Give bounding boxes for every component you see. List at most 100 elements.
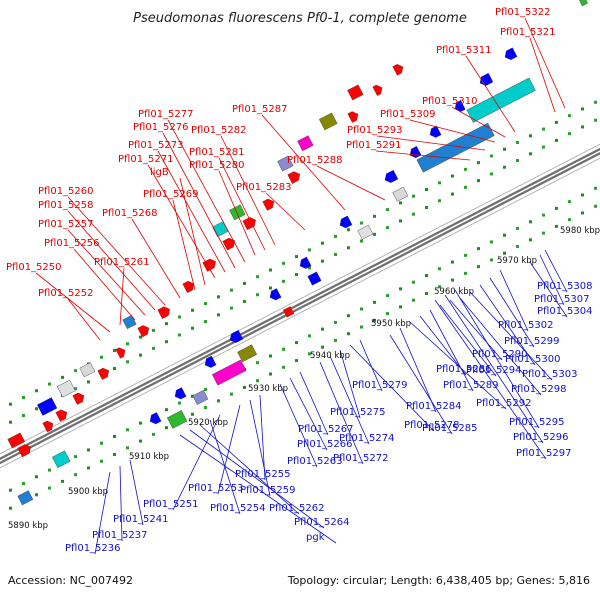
tick-dot	[9, 488, 12, 492]
reverse-gene-label[interactable]: Pfl01_5304	[537, 306, 593, 317]
reverse-gene-label[interactable]: Pfl01_5279	[352, 380, 408, 391]
forward-gene-label[interactable]: Pfl01_5280	[189, 160, 245, 171]
reverse-gene-label[interactable]: Pfl01_5272	[333, 453, 389, 464]
reverse-gene-label[interactable]: Pfl01_5274	[339, 433, 395, 444]
reverse-leader-line	[319, 361, 364, 465]
reverse-gene-label[interactable]: Pfl01_5297	[516, 448, 572, 459]
forward-gene-label[interactable]: Pfl01_5268	[102, 208, 158, 219]
forward-gene-label[interactable]: Pfl01_5287	[232, 104, 288, 115]
reverse-gene-label[interactable]: Pfl01_5254	[210, 503, 266, 514]
tick-dot	[321, 345, 324, 349]
tick-dot	[581, 107, 584, 111]
reverse-gene-label[interactable]: Pfl01_5253	[188, 483, 244, 494]
genome-summary-text: Topology: circular; Length: 6,438,405 bp…	[287, 574, 590, 587]
forward-gene-label[interactable]: Pfl01_5257	[38, 219, 94, 230]
tick-dot	[451, 174, 454, 178]
forward-gene-label[interactable]: Pfl01_5311	[436, 45, 492, 56]
tick-dot	[347, 332, 350, 336]
forward-gene-label[interactable]: Pfl01_5281	[189, 147, 245, 158]
tick-dot	[516, 245, 519, 249]
reverse-gene-label[interactable]: Pfl01_5295	[509, 417, 565, 428]
forward-gene-label[interactable]: Pfl01_5252	[38, 288, 94, 299]
reverse-gene-label[interactable]: Pfl01_5285	[422, 423, 478, 434]
reverse-gene-label[interactable]: Pfl01_5259	[240, 485, 296, 496]
reverse-gene-label[interactable]: Pfl01_5286	[436, 364, 492, 375]
position-label: 5970 kbp	[497, 256, 537, 266]
forward-gene-label[interactable]: Pfl01_5288	[287, 155, 343, 166]
reverse-gene-label[interactable]: Pfl01_5303	[522, 369, 578, 380]
reverse-gene-label[interactable]: Pfl01_5263	[287, 456, 343, 467]
reverse-gene-label[interactable]: Pfl01_5266	[297, 439, 353, 450]
reverse-gene-label[interactable]: Pfl01_5251	[143, 499, 199, 510]
forward-gene-label[interactable]: Pfl01_5276	[133, 122, 189, 133]
tick-dot	[35, 493, 38, 497]
reverse-gene-label[interactable]: Pfl01_5284	[406, 401, 462, 412]
reverse-gene-label[interactable]: Pfl01_5236	[65, 543, 121, 554]
reverse-gene-label[interactable]: Pfl01_5255	[235, 469, 291, 480]
reverse-gene-label[interactable]: Pfl01_5302	[498, 320, 554, 331]
reverse-gene-label[interactable]: Pfl01_5292	[476, 398, 532, 409]
forward-gene-label[interactable]: Pfl01_5277	[138, 109, 194, 120]
forward-gene-label[interactable]: Pfl01_5273	[128, 140, 184, 151]
reverse-leader-line	[199, 424, 300, 515]
position-label: 5980 kbp	[560, 226, 600, 236]
reverse-gene-label[interactable]: Pfl01_5278	[404, 420, 460, 431]
forward-gene-label[interactable]: Pfl01_5269	[143, 189, 199, 200]
tick-dot	[165, 322, 168, 326]
tick-dot	[581, 125, 584, 129]
tick-dot	[217, 295, 220, 299]
reverse-gene-label[interactable]: Pfl01_5299	[504, 336, 560, 347]
reverse-gene-label[interactable]: Pfl01_5296	[513, 432, 569, 443]
forward-gene-label[interactable]: Pfl01_5283	[236, 182, 292, 193]
forward-gene-label[interactable]: Pfl01_5260	[38, 186, 94, 197]
forward-gene-label[interactable]: Pfl01_5322	[495, 7, 551, 18]
tick-dot	[48, 486, 51, 490]
tick-dot	[477, 179, 480, 183]
forward-gene-label[interactable]: Pfl01_5271	[118, 154, 174, 165]
tick-dot	[321, 241, 324, 245]
reverse-leader-line	[454, 289, 540, 429]
reverse-gene-label[interactable]: Pfl01_5289	[443, 380, 499, 391]
reverse-gene-label[interactable]: Pfl01_5300	[505, 354, 561, 365]
forward-gene-label[interactable]: Pfl01_5309	[380, 109, 436, 120]
reverse-gene-label[interactable]: Pfl01_5298	[511, 384, 567, 395]
reverse-gene-label[interactable]: Pfl01_5237	[92, 530, 148, 541]
reverse-gene-label[interactable]: Pfl01_5307	[534, 294, 590, 305]
tick-dot	[217, 313, 220, 317]
reverse-gene-label[interactable]: pgk	[306, 532, 325, 543]
tick-dot	[477, 265, 480, 269]
forward-gene-label[interactable]: Pfl01_5282	[191, 125, 247, 136]
tick-dot	[204, 388, 207, 392]
forward-gene-label[interactable]: Pfl01_5256	[44, 238, 100, 249]
reverse-gene-label[interactable]: Pfl01_5264	[294, 517, 350, 528]
reverse-feature-arrow	[339, 215, 353, 229]
reverse-gene-label[interactable]: Pfl01_5275	[330, 407, 386, 418]
reverse-gene-label[interactable]: Pfl01_5294	[466, 365, 522, 376]
forward-gene-label[interactable]: Pfl01_5321	[500, 27, 556, 38]
reverse-gene-label[interactable]: Pfl01_5262	[269, 503, 325, 514]
tick-dot	[568, 218, 571, 222]
tick-dot	[347, 314, 350, 318]
reverse-feature-box	[307, 271, 322, 286]
tick-dot	[555, 138, 558, 142]
tick-dot	[360, 307, 363, 311]
tick-dot	[503, 233, 506, 237]
forward-gene-label[interactable]: Pfl01_5291	[346, 140, 402, 151]
forward-leader-line	[67, 229, 146, 316]
reverse-gene-label[interactable]: Pfl01_5308	[537, 281, 593, 292]
forward-gene-label[interactable]: Pfl01_5250	[6, 262, 62, 273]
reverse-gene-label[interactable]: Pfl01_5241	[113, 514, 169, 525]
forward-gene-label[interactable]: Pfl01_5258	[38, 200, 94, 211]
forward-gene-label[interactable]: ligB	[150, 167, 169, 178]
reverse-leader-line	[249, 399, 271, 497]
forward-gene-label[interactable]: Pfl01_5293	[347, 125, 403, 136]
tick-dot	[399, 305, 402, 309]
forward-gene-label[interactable]: Pfl01_5261	[94, 257, 150, 268]
reverse-leader-line	[289, 377, 328, 451]
reverse-gene-label[interactable]: Pfl01_5290	[472, 349, 528, 360]
reverse-gene-label[interactable]: Pfl01_5267	[298, 424, 354, 435]
reverse-feature-box	[51, 450, 71, 469]
forward-leader-line	[167, 119, 246, 263]
forward-gene-label[interactable]: Pfl01_5310	[422, 96, 478, 107]
tick-dot	[477, 161, 480, 165]
